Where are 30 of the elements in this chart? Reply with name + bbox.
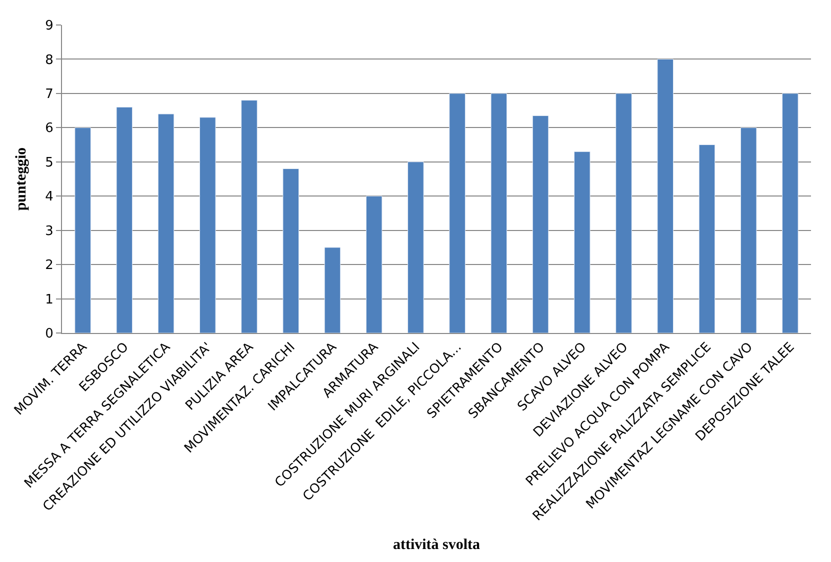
y-tick-label: 9 — [45, 18, 54, 34]
bar — [698, 144, 716, 333]
y-tick-label: 5 — [45, 155, 54, 170]
bar — [616, 93, 632, 333]
y-tick-label: 4 — [45, 190, 54, 205]
y-tick-label: 2 — [45, 258, 54, 274]
bar — [324, 247, 341, 333]
y-tick-label: 3 — [45, 224, 54, 239]
bar — [241, 100, 258, 333]
y-tick-label: 7 — [45, 86, 54, 102]
bar — [282, 168, 300, 333]
bar — [574, 151, 590, 333]
bar — [490, 93, 508, 333]
bar — [782, 93, 798, 333]
bar — [657, 58, 674, 333]
y-tick-label: 6 — [45, 121, 54, 136]
bar — [158, 114, 174, 333]
y-axis-title: punteggio — [13, 147, 30, 211]
bar — [199, 117, 216, 333]
bar — [74, 127, 91, 333]
bar — [532, 115, 549, 333]
bar — [116, 106, 133, 333]
y-tick-label: 1 — [45, 292, 54, 308]
bar — [740, 127, 757, 333]
bar — [449, 93, 466, 333]
bar — [366, 196, 382, 333]
y-tick-label: 8 — [45, 52, 54, 68]
bar — [408, 162, 424, 333]
y-tick-label: 0 — [45, 326, 54, 342]
x-axis-title: attività svolta — [392, 537, 481, 554]
